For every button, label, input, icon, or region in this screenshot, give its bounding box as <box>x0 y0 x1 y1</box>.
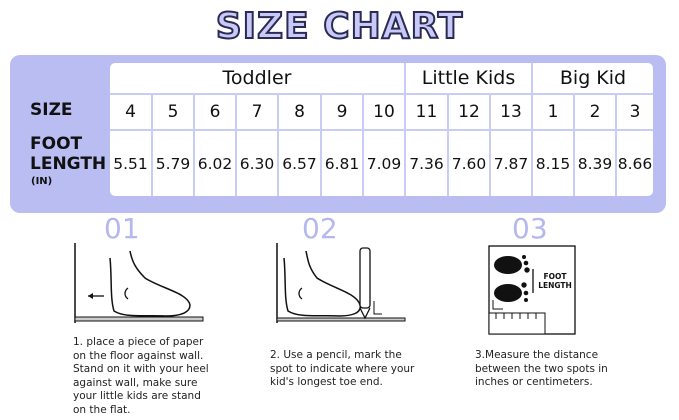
size-row-label: SIZE <box>30 100 73 120</box>
foot-length-row-label: FOOT LENGTH <box>30 134 107 174</box>
foot-length-cell: 8.15 <box>533 131 575 196</box>
unit-label: (IN) <box>31 176 53 187</box>
foot-length-cell: 6.81 <box>322 131 364 196</box>
step-1-number: 01 <box>104 212 140 245</box>
size-cell: 3 <box>617 95 653 131</box>
group-header: Little Kids <box>406 63 533 95</box>
size-cell: 13 <box>491 95 533 131</box>
foot-length-cell: 8.66 <box>617 154 653 173</box>
step-3-text: 3.Measure the distance between the two s… <box>475 349 608 388</box>
size-cell: 4 <box>110 95 153 131</box>
foot-length-cell: 7.60 <box>449 131 491 196</box>
size-cell: 12 <box>449 95 491 131</box>
size-cell: 10 <box>364 95 406 131</box>
group-header: Toddler <box>110 63 406 95</box>
size-table: Toddler Little Kids Big Kid 4 5 6 7 8 9 10 11 12 13 1… <box>110 63 653 196</box>
step-3-number: 03 <box>512 212 548 245</box>
foot-length-cell: 6.02 <box>195 131 237 196</box>
foot-length-cell: 5.79 <box>153 131 195 196</box>
size-cell: 2 <box>575 95 617 131</box>
foot-length-cell: 7.87 <box>491 131 533 196</box>
pencil-mark-illustration <box>276 243 406 323</box>
foot-length-cell: 7.09 <box>364 131 406 196</box>
step-2-text: 2. Use a pencil, mark the spot to indica… <box>270 349 415 388</box>
size-cell: 6 <box>195 95 237 131</box>
size-cell: 7 <box>237 95 279 131</box>
page-title: SIZE CHART <box>215 5 464 48</box>
foot-length-cell: 5.51 <box>110 131 153 196</box>
foot-length-cell: 7.36 <box>406 131 449 196</box>
size-cell: 1 <box>533 95 575 131</box>
measure-footprints-illustration <box>488 245 576 335</box>
size-cell: 9 <box>322 95 364 131</box>
foot-length-illustration-label: FOOT LENGTH <box>538 272 572 290</box>
foot-length-cell: 6.30 <box>237 131 279 196</box>
foot-against-wall-illustration <box>74 243 204 323</box>
step-1-text: 1. place a piece of paper on the floor a… <box>73 336 209 416</box>
size-cell: 5 <box>153 95 195 131</box>
step-2-number: 02 <box>302 212 338 245</box>
group-header: Big Kid <box>533 63 653 95</box>
size-cell: 8 <box>279 95 322 131</box>
foot-length-cell: 6.57 <box>279 131 322 196</box>
size-cell: 11 <box>406 95 449 131</box>
foot-length-cell: 8.39 <box>575 131 617 196</box>
